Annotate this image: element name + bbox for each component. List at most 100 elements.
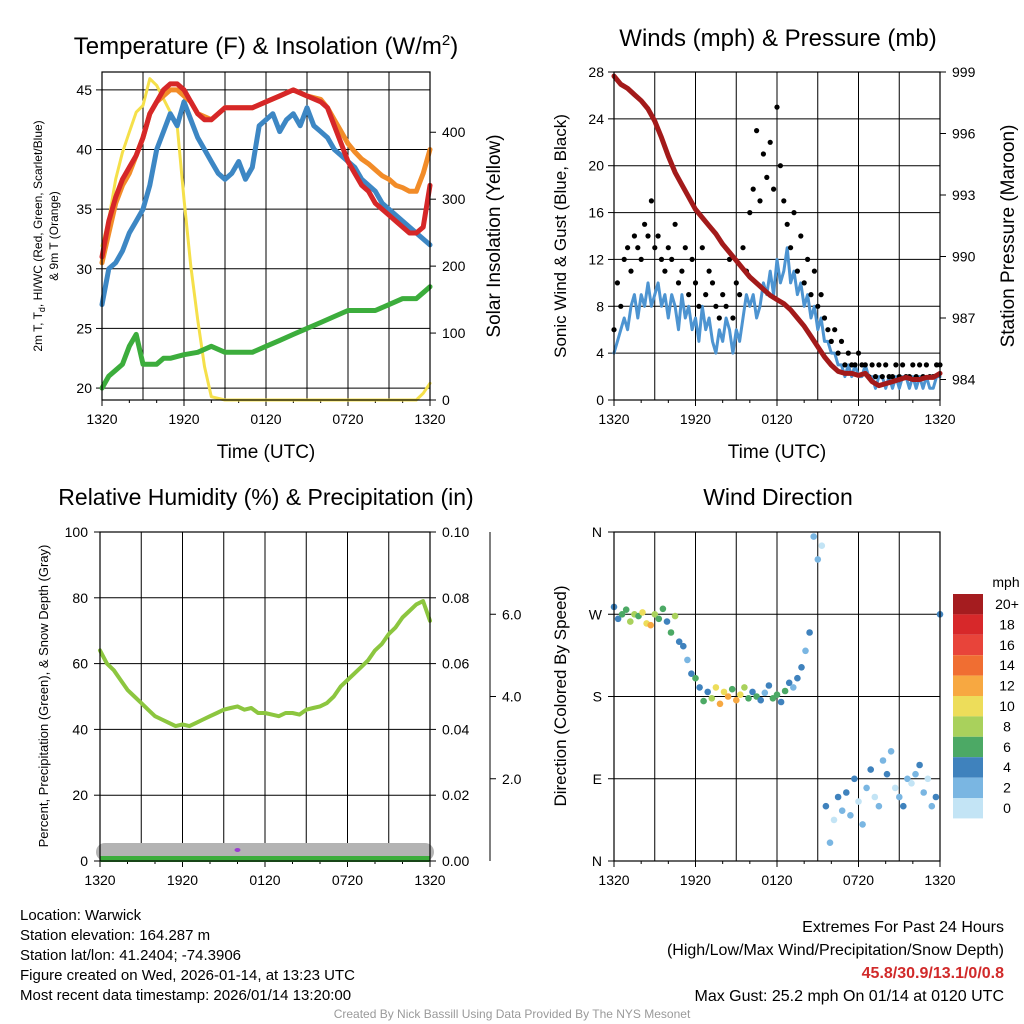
wdir-legend-label: 14 — [999, 657, 1015, 673]
wdir-point — [916, 761, 923, 769]
wdir-point — [785, 679, 793, 687]
rh-ytick-label: 20 — [72, 787, 88, 803]
wdir-xtick-label: 1320 — [598, 872, 629, 888]
wdir-point — [814, 556, 822, 563]
temp-y2tick-label: 0 — [442, 392, 450, 408]
wind-gust-point — [665, 245, 671, 251]
wind-gust-point — [764, 174, 770, 180]
wdir-point — [651, 611, 659, 618]
wdir-point — [696, 684, 703, 691]
wdir-ylabel: Direction (Colored By Speed) — [551, 585, 570, 806]
wdir-point — [863, 784, 870, 792]
wind-gust-point — [720, 292, 726, 298]
wdir-point — [859, 821, 866, 828]
wdir-point — [647, 621, 654, 629]
wind-y2tick-label: 996 — [952, 126, 976, 142]
wdir-point — [900, 802, 907, 810]
wdir-point — [834, 793, 842, 801]
temp-ytick-label: 35 — [76, 201, 92, 217]
wdir-ytick-label: E — [593, 771, 602, 787]
rh-y2tick-label: 0.00 — [442, 853, 469, 869]
temp-xlabel: Time (UTC) — [217, 442, 316, 463]
wind-gust-point — [805, 256, 811, 262]
wind-gust-point — [638, 256, 644, 262]
temp-xtick-label: 1920 — [168, 411, 199, 427]
temp-series-hi-wc — [99, 99, 433, 308]
wind-frame — [613, 71, 941, 401]
wind-y2tick-label: 987 — [952, 310, 976, 326]
wdir-point — [761, 689, 769, 697]
wind-gust-point — [737, 292, 743, 298]
wind-xtick-label: 0120 — [761, 411, 792, 427]
wind-gust-point — [794, 268, 801, 274]
rh-xtick-label: 1920 — [167, 872, 198, 888]
wind-gust-point — [774, 104, 780, 110]
wind-y2label: Station Pressure (Maroon) — [998, 125, 1019, 348]
temp-ytick-label: 25 — [76, 320, 92, 336]
wind-gust-point — [631, 233, 638, 239]
wind-gust-point — [648, 198, 655, 204]
wind-gust-point — [730, 315, 736, 321]
wdir-point — [737, 691, 744, 698]
wdir-point — [712, 684, 720, 691]
wind-gust-point — [845, 350, 851, 356]
wind-gust-point — [889, 374, 896, 380]
wind-gust-point — [740, 245, 746, 251]
wdir-legend-label: 20+ — [995, 596, 1019, 612]
wind-gust-point — [754, 128, 760, 134]
wdir-point — [745, 695, 752, 702]
rh-xtick-label: 1320 — [414, 872, 445, 888]
wdir-legend-label: 6 — [1003, 739, 1011, 755]
wdir-legend-label: 2 — [1003, 780, 1011, 796]
wdir-ytick-label: W — [589, 606, 603, 622]
wind-gust-point — [706, 268, 712, 274]
wind-y2tick-label: 984 — [952, 372, 976, 388]
rh-chart-title: Relative Humidity (%) & Precipitation (i… — [58, 484, 473, 510]
wind-gust-point — [645, 233, 651, 239]
rh-y2tick-label: 0.08 — [442, 590, 469, 606]
temp-y2tick-label: 100 — [442, 325, 466, 341]
wind-chart-title: Winds (mph) & Pressure (mb) — [619, 25, 936, 52]
wind-gust-point — [618, 303, 624, 309]
wind-gust-point — [625, 245, 631, 251]
wind-gust-point — [675, 280, 682, 286]
rh-ytick-label: 40 — [72, 721, 88, 737]
temp-title-tail: ) — [450, 33, 458, 60]
wdir-point — [720, 688, 728, 696]
temp-xtick-label: 0720 — [332, 411, 363, 427]
wdir-point — [810, 533, 817, 540]
wdir-point — [724, 693, 732, 700]
wind-gust-point — [628, 268, 634, 274]
wdir-legend-swatch — [953, 736, 983, 758]
wdir-point — [708, 695, 716, 702]
wind-gust-point — [828, 338, 834, 344]
wdir-xtick-label: 1920 — [680, 872, 711, 888]
wind-gust-point — [852, 362, 858, 368]
wind-gust-point — [760, 151, 767, 157]
wdir-point — [741, 684, 748, 691]
wdir-point — [867, 766, 874, 773]
wdir-point — [879, 757, 887, 764]
wind-gust-point — [879, 374, 885, 380]
wind-ytick-label: 20 — [588, 158, 604, 174]
wind-gust-point — [855, 350, 862, 356]
temp-ylabel-part: 2m T, T — [31, 311, 45, 351]
wdir-legend-label: 10 — [999, 698, 1015, 714]
wind-gust-point — [699, 245, 705, 251]
temp-ytick-label: 30 — [76, 261, 92, 277]
latlon-text: Station lat/lon: 41.2404; -74.3906 — [20, 947, 242, 964]
wdir-point — [883, 770, 891, 778]
wdir-frame — [613, 531, 941, 862]
wind-gust-point — [750, 186, 756, 192]
wdir-point — [684, 656, 691, 664]
elevation-text: Station elevation: 164.287 m — [20, 927, 211, 944]
wind-gust-point — [815, 303, 821, 309]
rh-y2tick-label: 0.06 — [442, 656, 469, 672]
wind-gust-point — [696, 303, 702, 309]
wdir-point — [851, 775, 858, 783]
max-gust-text: Max Gust: 25.2 mph On 01/14 at 0120 UTC — [694, 988, 1005, 1005]
wdir-point — [932, 793, 940, 801]
wind-gust-point — [821, 315, 828, 321]
wind-gust-point — [876, 362, 882, 368]
wind-gust-point — [692, 280, 699, 286]
